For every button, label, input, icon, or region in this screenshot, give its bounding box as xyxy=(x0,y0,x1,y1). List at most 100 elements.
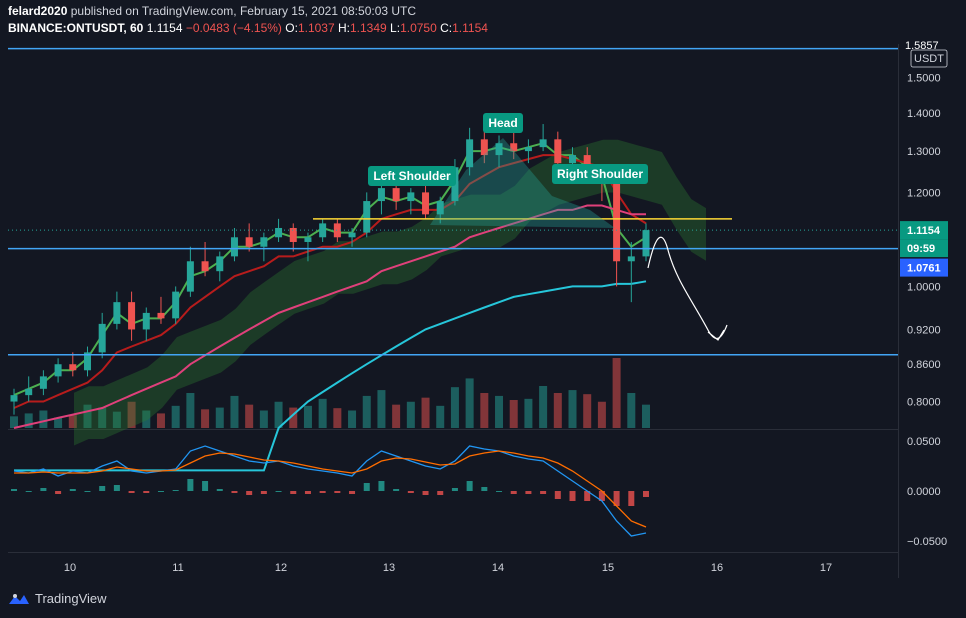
volume-bar xyxy=(524,398,533,428)
macd-histogram-bar xyxy=(378,481,385,491)
macd-histogram-bar xyxy=(407,491,414,493)
candle-body xyxy=(142,312,150,330)
candle-body xyxy=(201,261,209,272)
ema-long-line xyxy=(13,204,646,429)
candle-body xyxy=(495,143,503,156)
volume-bar xyxy=(186,393,195,428)
last-price-badge: 1.1154 xyxy=(907,225,941,237)
pattern-label-text: Left Shoulder xyxy=(373,169,451,183)
published-text: published on TradingView.com, February 1… xyxy=(70,4,417,18)
time-tick-label: 10 xyxy=(64,562,76,574)
time-tick-label: 17 xyxy=(820,562,832,574)
pattern-label: Head xyxy=(483,113,523,133)
volume-bar xyxy=(230,395,239,428)
volume-bar xyxy=(377,390,386,428)
volume-bar xyxy=(142,410,151,428)
price-tick-label: 1.5000 xyxy=(907,72,941,84)
time-tick-label: 13 xyxy=(383,562,395,574)
pattern-label: Right Shoulder xyxy=(552,164,648,184)
volume-bar xyxy=(421,397,430,428)
macd-histogram-bar xyxy=(275,491,282,492)
candle-body xyxy=(363,201,371,233)
candle-body xyxy=(613,179,621,262)
last-price-badge-bg xyxy=(900,221,948,240)
macd-histogram-bar xyxy=(246,491,253,495)
axes: 1.5000 1.4000 1.3000 1.2000 1.0000 0.9200 0.86… xyxy=(64,72,948,574)
macd-histogram-bar xyxy=(540,491,547,494)
macd-histogram-bar xyxy=(55,491,62,494)
volume-bar xyxy=(509,400,518,428)
candle-body xyxy=(436,201,444,215)
head-shoulders-pattern: Left Shoulder Head Right Shoulder xyxy=(368,113,728,341)
candle-body xyxy=(510,143,518,152)
volume-bar xyxy=(568,390,577,428)
macd-histogram-bar xyxy=(584,491,591,501)
symbol-name[interactable]: BINANCE:ONTUSDT, 60 xyxy=(8,21,144,35)
high-label: H: xyxy=(338,21,350,35)
macd-histogram-bar xyxy=(143,491,150,493)
candle-body xyxy=(466,139,474,168)
publisher-name[interactable]: felard2020 xyxy=(8,4,68,18)
brand-name: TradingView xyxy=(35,591,107,606)
macd-histogram-bar xyxy=(99,486,106,491)
macd-histogram-bar xyxy=(319,491,326,493)
macd-histogram-bar xyxy=(349,491,356,494)
price-change: −0.0483 (−4.15%) xyxy=(185,21,282,35)
candle-body xyxy=(627,256,635,262)
price-tick-label: 1.0000 xyxy=(907,281,941,293)
top-level-label: 1.5857 xyxy=(905,40,939,52)
candle-body xyxy=(83,352,91,371)
volume-bar xyxy=(436,405,445,428)
macd-histogram-bar xyxy=(525,491,532,494)
low-label: L: xyxy=(390,21,401,35)
volume-bar xyxy=(392,404,401,428)
candle-body xyxy=(54,364,62,377)
macd-histogram-bar xyxy=(437,491,444,495)
candle-body xyxy=(289,227,297,242)
candle-body xyxy=(348,232,356,238)
candle-body xyxy=(69,364,77,371)
candle-body xyxy=(392,188,400,202)
macd-histogram-bar xyxy=(172,490,179,491)
volume-bar xyxy=(465,378,474,428)
volume-bar xyxy=(215,407,224,428)
ema-mid-line xyxy=(13,154,647,409)
candle-body xyxy=(245,237,253,247)
ema-200-line xyxy=(14,280,647,472)
macd-histogram-bar xyxy=(113,485,120,491)
candle-body xyxy=(260,237,268,247)
candle-body xyxy=(319,223,327,238)
volume-bar xyxy=(171,405,180,428)
volume-bar xyxy=(112,411,121,428)
tradingview-logo-icon xyxy=(9,593,29,604)
candle-body xyxy=(230,237,238,257)
main-pane[interactable] xyxy=(8,44,898,429)
macd-histogram-bar xyxy=(598,491,605,501)
level-badge: 1.0761 xyxy=(907,263,941,275)
macd-histogram-bar xyxy=(363,483,370,491)
volume-bars xyxy=(10,358,650,428)
tradingview-brand[interactable]: TradingView xyxy=(8,591,107,606)
candle-body xyxy=(304,237,312,242)
open-label: O: xyxy=(285,21,298,35)
macd-indicator xyxy=(11,445,649,537)
open-value: 1.1037 xyxy=(297,21,335,35)
volume-bar xyxy=(642,404,650,428)
candle-body xyxy=(186,261,194,292)
candle-body xyxy=(407,192,415,202)
macd-histogram-bar xyxy=(496,491,503,492)
unit-box[interactable]: USDT xyxy=(910,49,948,68)
countdown-badge-bg xyxy=(900,239,948,258)
price-tick-label: 0.8600 xyxy=(907,359,941,371)
candle-body xyxy=(480,139,488,156)
symbol-info: BINANCE:ONTUSDT, 60 1.1154 −0.0483 (−4.1… xyxy=(8,21,488,35)
volume-bar xyxy=(612,358,621,428)
candle-body xyxy=(172,291,180,319)
macd-histogram-bar xyxy=(290,491,297,494)
volume-bar xyxy=(10,416,18,428)
volume-bar xyxy=(68,415,77,428)
low-value: 1.0750 xyxy=(400,21,437,35)
volume-bar xyxy=(39,410,48,428)
macd-histogram-bar xyxy=(643,491,649,497)
